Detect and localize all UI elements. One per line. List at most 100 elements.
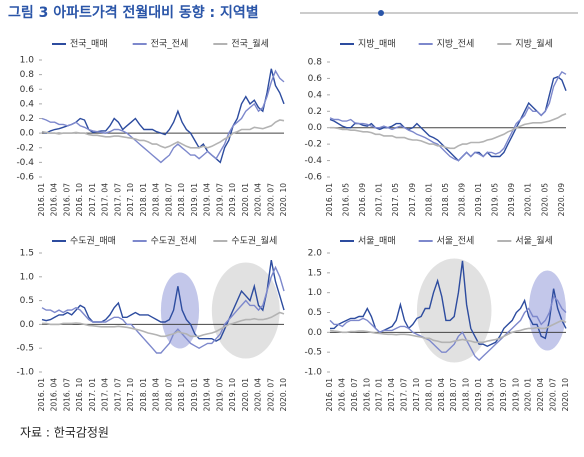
x-tick-label: 2016. 07 [62, 378, 71, 412]
x-tick-label: 2020. 05 [540, 183, 549, 217]
x-tick-label: 2019. 04 [203, 378, 212, 412]
x-tick-label: 2018. 01 [424, 378, 433, 412]
legend-label: 수도권_전세 [151, 235, 197, 247]
legend-label: 전국_월세 [231, 38, 269, 50]
x-tick-label: 2017. 01 [375, 378, 384, 412]
highlight [160, 272, 200, 349]
x-tick-label: 2016. 04 [50, 378, 59, 412]
y-tick-label: -0.2 [16, 143, 34, 153]
x-tick-label: 2018. 10 [462, 378, 471, 412]
x-tick-label: 2018. 04 [437, 378, 446, 412]
y-tick-label: -0.5 [304, 348, 322, 358]
x-tick-label: 2019. 10 [511, 378, 520, 412]
x-tick-label: 2020. 04 [254, 378, 263, 412]
y-tick-label: 0.2 [308, 107, 322, 117]
x-tick-label: 2016. 01 [325, 183, 334, 217]
x-tick-label: 2019. 01 [474, 183, 483, 217]
y-tick-label: -0.5 [16, 344, 34, 354]
series-line [41, 265, 285, 354]
x-tick-label: 2019. 01 [474, 378, 483, 412]
y-tick-label: 1.5 [20, 249, 34, 259]
y-tick-label: 1.0 [308, 288, 323, 298]
legend-label: 수도권_월세 [231, 235, 277, 247]
y-tick-label: -0.4 [304, 156, 322, 166]
legend-label: 지방_전세 [437, 39, 475, 50]
x-tick-label: 2017. 04 [101, 183, 110, 217]
x-tick-label: 2018. 09 [457, 183, 466, 217]
y-tick-label: 0.8 [308, 58, 323, 68]
y-tick-label: 1.0 [20, 272, 35, 282]
figure-title: 그림 3 아파트가격 전월대비 동향 : 지역별 [8, 4, 259, 21]
y-tick-label: 0.6 [308, 74, 323, 84]
y-tick-label: 0.8 [20, 70, 35, 80]
y-tick-label: 0.5 [308, 308, 322, 318]
series-line [41, 119, 285, 149]
x-tick-label: 2020. 10 [279, 378, 288, 412]
x-tick-label: 2017. 10 [126, 378, 135, 412]
x-tick-label: 2016. 01 [37, 378, 46, 412]
x-tick-label: 2017. 01 [88, 378, 97, 412]
x-tick-label: 2017. 07 [113, 378, 122, 412]
legend-label: 서울_매매 [358, 236, 396, 247]
series-line [329, 319, 567, 344]
x-tick-label: 2020. 01 [241, 183, 250, 217]
x-tick-label: 2016. 04 [50, 183, 59, 217]
source: 자료 : 한국감정원 [20, 426, 109, 440]
x-tick-label: 2019. 01 [190, 183, 199, 217]
y-tick-label: 1.0 [20, 56, 35, 66]
x-tick-label: 2016. 07 [350, 378, 359, 412]
y-tick-label: 0.0 [20, 129, 35, 139]
x-tick-label: 2019. 04 [486, 378, 495, 412]
y-tick-label: -0.6 [16, 173, 34, 183]
highlight [416, 258, 492, 363]
x-tick-label: 2020. 07 [266, 183, 275, 217]
y-tick-label: -0.6 [304, 173, 322, 183]
x-tick-label: 2017. 01 [88, 183, 97, 217]
legend-label: 지방_월세 [515, 38, 553, 50]
y-tick-label: 0.4 [308, 90, 323, 100]
x-tick-label: 2018. 10 [177, 378, 186, 412]
series-line [41, 69, 285, 164]
series-line [330, 260, 567, 347]
x-tick-label: 2017. 10 [412, 378, 421, 412]
highlight [528, 270, 566, 351]
x-tick-label: 2019. 07 [215, 183, 224, 217]
x-tick-label: 2019. 10 [228, 378, 237, 412]
legend-label: 수도권_매매 [70, 235, 116, 247]
title-dot [378, 10, 384, 16]
x-tick-label: 2020. 07 [266, 378, 275, 412]
legend-label: 전국_전세 [151, 39, 189, 50]
y-tick-label: -1.0 [304, 368, 322, 378]
y-tick-label: 0.5 [20, 296, 34, 306]
x-tick-label: 2020. 01 [524, 183, 533, 217]
y-tick-label: -1.0 [16, 368, 34, 378]
legend-label: 서울_월세 [515, 235, 553, 247]
x-tick-label: 2018. 01 [139, 183, 148, 217]
y-tick-label: 2.0 [308, 249, 323, 259]
x-tick-label: 2020. 01 [524, 378, 533, 412]
y-tick-label: 0.0 [20, 320, 35, 330]
x-tick-label: 2019. 07 [215, 378, 224, 412]
x-tick-label: 2018. 05 [441, 183, 450, 217]
x-tick-label: 2017. 07 [113, 183, 122, 217]
x-tick-label: 2018. 04 [152, 378, 161, 412]
x-tick-label: 2016. 01 [325, 378, 334, 412]
x-tick-label: 2017. 01 [375, 183, 384, 217]
series-line [41, 259, 285, 342]
x-tick-label: 2017. 05 [391, 183, 400, 217]
x-tick-label: 2016. 07 [62, 183, 71, 217]
y-tick-label: -0.2 [304, 140, 322, 150]
y-tick-label: -0.4 [16, 158, 34, 168]
x-tick-label: 2018. 07 [449, 378, 458, 412]
x-tick-label: 2019. 10 [228, 183, 237, 217]
x-tick-label: 2018. 10 [177, 183, 186, 217]
x-tick-label: 2018. 07 [164, 183, 173, 217]
x-tick-label: 2016. 01 [37, 183, 46, 217]
x-tick-label: 2019. 04 [203, 183, 212, 217]
x-tick-label: 2018. 01 [139, 378, 148, 412]
series-line [329, 295, 567, 362]
x-tick-label: 2016. 05 [342, 183, 351, 217]
x-tick-label: 2020. 01 [241, 378, 250, 412]
x-tick-label: 2020. 09 [557, 183, 566, 217]
